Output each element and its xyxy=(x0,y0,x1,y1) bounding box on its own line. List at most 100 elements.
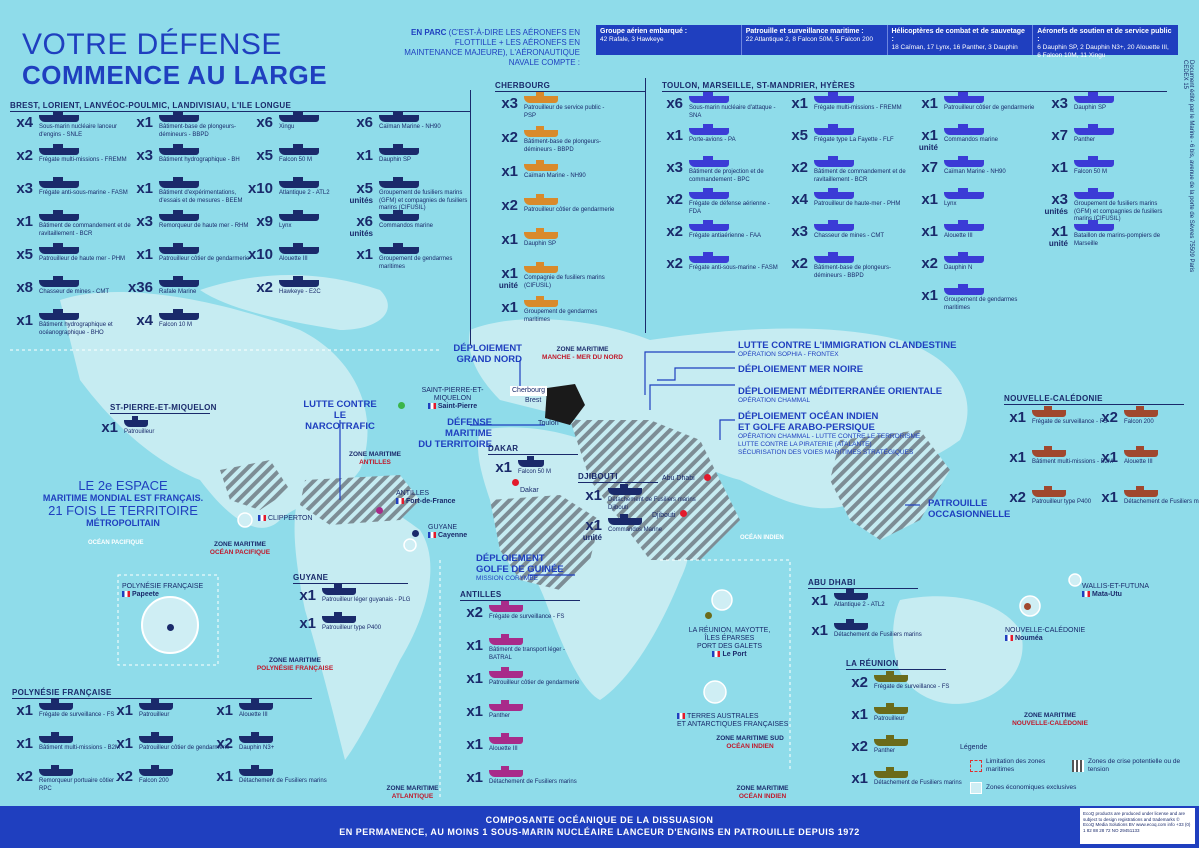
vessel-icon xyxy=(39,699,73,710)
op-guinee: DÉPLOIEMENT GOLFE DE GUINÉE MISSION CORY… xyxy=(476,553,564,583)
unit-label: Commandos marine xyxy=(379,223,434,229)
unit-qty-value: x4 xyxy=(16,114,33,131)
zone-nc: ZONE MARITIME NOUVELLE-CALÉDONIE xyxy=(1000,712,1100,728)
unit-qty-value: x1 xyxy=(921,223,938,240)
unit-label: Compagnie de fusiliers marins (CIFUSIL) xyxy=(524,275,605,289)
unit-label: Atlantique 2 - ATL2 xyxy=(279,190,330,196)
espace-line2: MARITIME MONDIAL EST FRANÇAIS. xyxy=(42,493,204,503)
place-djibouti: Djibouti xyxy=(652,512,676,519)
unit-qty-value: x3 xyxy=(136,147,153,164)
vessel-icon xyxy=(489,700,523,711)
unit-qty: x1 xyxy=(455,704,483,720)
unit-qty: x2 xyxy=(910,256,938,272)
unit-qty: x2 xyxy=(780,256,808,272)
aircraft-icon xyxy=(518,456,544,467)
parc-label: EN PARC (C'EST-À-DIRE LES AÉRONEFS EN FL… xyxy=(400,28,580,68)
vessel-icon xyxy=(489,601,523,612)
unit-label: Bâtiment hydrographique et océanographiq… xyxy=(39,322,113,336)
unit-entry: x1 Frégate de surveillance - FS xyxy=(998,406,1124,427)
vessel-icon xyxy=(489,733,523,744)
unit-label: Lynx xyxy=(944,201,957,207)
unit-label: Chasseur de mines - CMT xyxy=(39,289,110,295)
vessel-icon xyxy=(322,612,356,623)
zone-maritime-label: ZONE MARITIME xyxy=(269,657,321,664)
vessel-icon xyxy=(139,765,173,776)
zone-name: NOUVELLE-CALÉDONIE xyxy=(1012,720,1088,727)
op-ocean-indien: DÉPLOIEMENT OCÉAN INDIEN ET GOLFE ARABO-… xyxy=(738,411,920,457)
place-name: NOUVELLE-CALÉDONIE xyxy=(1005,627,1086,634)
unit-entry: x1 Détachement de Fusiliers marins xyxy=(840,767,966,788)
vessel-icon xyxy=(279,243,319,254)
reunion-panel: x2 Frégate de surveillance - FS x1 Patrouil… xyxy=(840,671,962,805)
unit-qty-value: x4 xyxy=(136,312,153,329)
zone-antilles: ZONE MARITIME ANTILLES xyxy=(340,451,410,467)
cherbourg-rule-v xyxy=(645,78,646,333)
unit-entry: x2 Frégate de surveillance - FS xyxy=(455,601,581,622)
vessel-icon xyxy=(874,735,908,746)
place-name: PORT DES GALETS xyxy=(696,643,763,650)
location-pin-icon xyxy=(398,402,405,409)
unit-entry: x4 Sous-marin nucléaire lanceur d'engins … xyxy=(5,111,131,139)
france-shape xyxy=(545,384,585,425)
zone-name: OCÉAN INDIEN xyxy=(738,793,787,800)
unit-entry: x2 Frégate de surveillance - FS xyxy=(840,671,966,692)
vessel-icon xyxy=(874,671,908,682)
unit-qty: x3 xyxy=(1040,96,1068,112)
unit-qty-value: x1 xyxy=(1051,223,1068,240)
unit-qty: x6 xyxy=(245,115,273,131)
unit-qty-value: x3 xyxy=(1051,191,1068,208)
vessel-icon xyxy=(524,296,558,307)
unit-entry: x1 Atlantique 2 - ATL2 xyxy=(800,589,926,610)
unit-qty-value: x1 xyxy=(921,287,938,304)
unit-qty: x1 xyxy=(910,96,938,112)
unit-label: Panther xyxy=(1074,137,1096,143)
zone-name: MANCHE - MER DU NORD xyxy=(542,354,623,361)
unit-entry: x5 Frégate type La Fayette - FLF xyxy=(780,124,906,145)
op-sub: LUTTE CONTRE LA PIRATERIE (ATALANTE) xyxy=(738,441,872,448)
fleet-cell: Groupe aérien embarqué :42 Rafale, 3 Haw… xyxy=(596,25,742,55)
unit-qty-value: x1 xyxy=(466,736,483,753)
abudhabi-panel: x1 Atlantique 2 - ATL2 x1 Détachement de Fu… xyxy=(800,589,926,653)
zone-name: ATLANTIQUE xyxy=(391,793,434,800)
unit-entry: x1 Patrouilleur léger guyanais - PLG xyxy=(288,584,414,605)
unit-entry: x1 Bâtiment multi-missions - B2M xyxy=(5,732,131,753)
location-pin-icon xyxy=(512,479,519,486)
unit-label: Groupement de gendarmes maritimes xyxy=(379,256,453,270)
unit-entry: x6 unités Commandos marine xyxy=(345,210,471,238)
place-taaf: TERRES AUSTRALES ET ANTARCTIQUES FRANÇAIS… xyxy=(677,713,788,729)
vessel-icon xyxy=(524,194,558,205)
unit-qty-value: x7 xyxy=(1051,127,1068,144)
antilles-title: ANTILLES xyxy=(460,590,502,599)
unit-qty: x2 xyxy=(205,736,233,752)
unit-entry: x3 unités Groupement de fusiliers marins (… xyxy=(1040,188,1166,224)
unit-qty: x2 xyxy=(455,605,483,621)
unit-qty: x2 xyxy=(245,280,273,296)
eez-swatch-icon xyxy=(970,782,982,794)
unit-qty-value: x5 xyxy=(791,127,808,144)
djibouti-title: DJIBOUTI xyxy=(578,472,618,481)
unit-qty: x1 xyxy=(574,488,602,504)
fleet-bar: Groupe aérien embarqué :42 Rafale, 3 Haw… xyxy=(596,25,1178,59)
unit-label: Patrouilleur de haute mer - PHM xyxy=(39,256,126,262)
unit-entry: x2 Remorqueur portuaire côtier - RPC xyxy=(5,765,131,793)
unit-entry: x1 Porte-avions - PA xyxy=(655,124,781,145)
unit-qty-value: x1 xyxy=(791,95,808,112)
place-spm: SAINT-PIERRE-ET-MIQUELON Saint-Pierre xyxy=(405,387,500,411)
vessel-icon xyxy=(39,765,73,776)
unit-entry: x10 Alouette III xyxy=(245,243,371,264)
unit-entry: x2 Frégate anti-sous-marine - FASM xyxy=(655,252,781,273)
unit-qty-value: x2 xyxy=(666,255,683,272)
place-wallis: WALLIS-ET-FUTUNA Mata-Utu xyxy=(1082,583,1149,599)
unit-qty-value: x2 xyxy=(791,159,808,176)
vessel-icon xyxy=(279,276,319,287)
flag-icon xyxy=(428,532,436,539)
fleet-cell: Patrouille et surveillance maritime :22 … xyxy=(742,25,888,55)
unit-entry: x1 Bâtiment de commandement et de ravitai… xyxy=(5,210,131,238)
unit-label: Commandos Marine xyxy=(608,527,663,533)
unit-entry: x1 Bâtiment d'expérimentations, d'essais … xyxy=(125,177,251,205)
vessel-icon xyxy=(524,126,558,137)
flag-icon xyxy=(677,713,685,720)
unit-qty-value: x1 xyxy=(811,592,828,609)
reunion-title: LA RÉUNION xyxy=(846,659,899,668)
unit-qty: x10 xyxy=(245,181,273,197)
